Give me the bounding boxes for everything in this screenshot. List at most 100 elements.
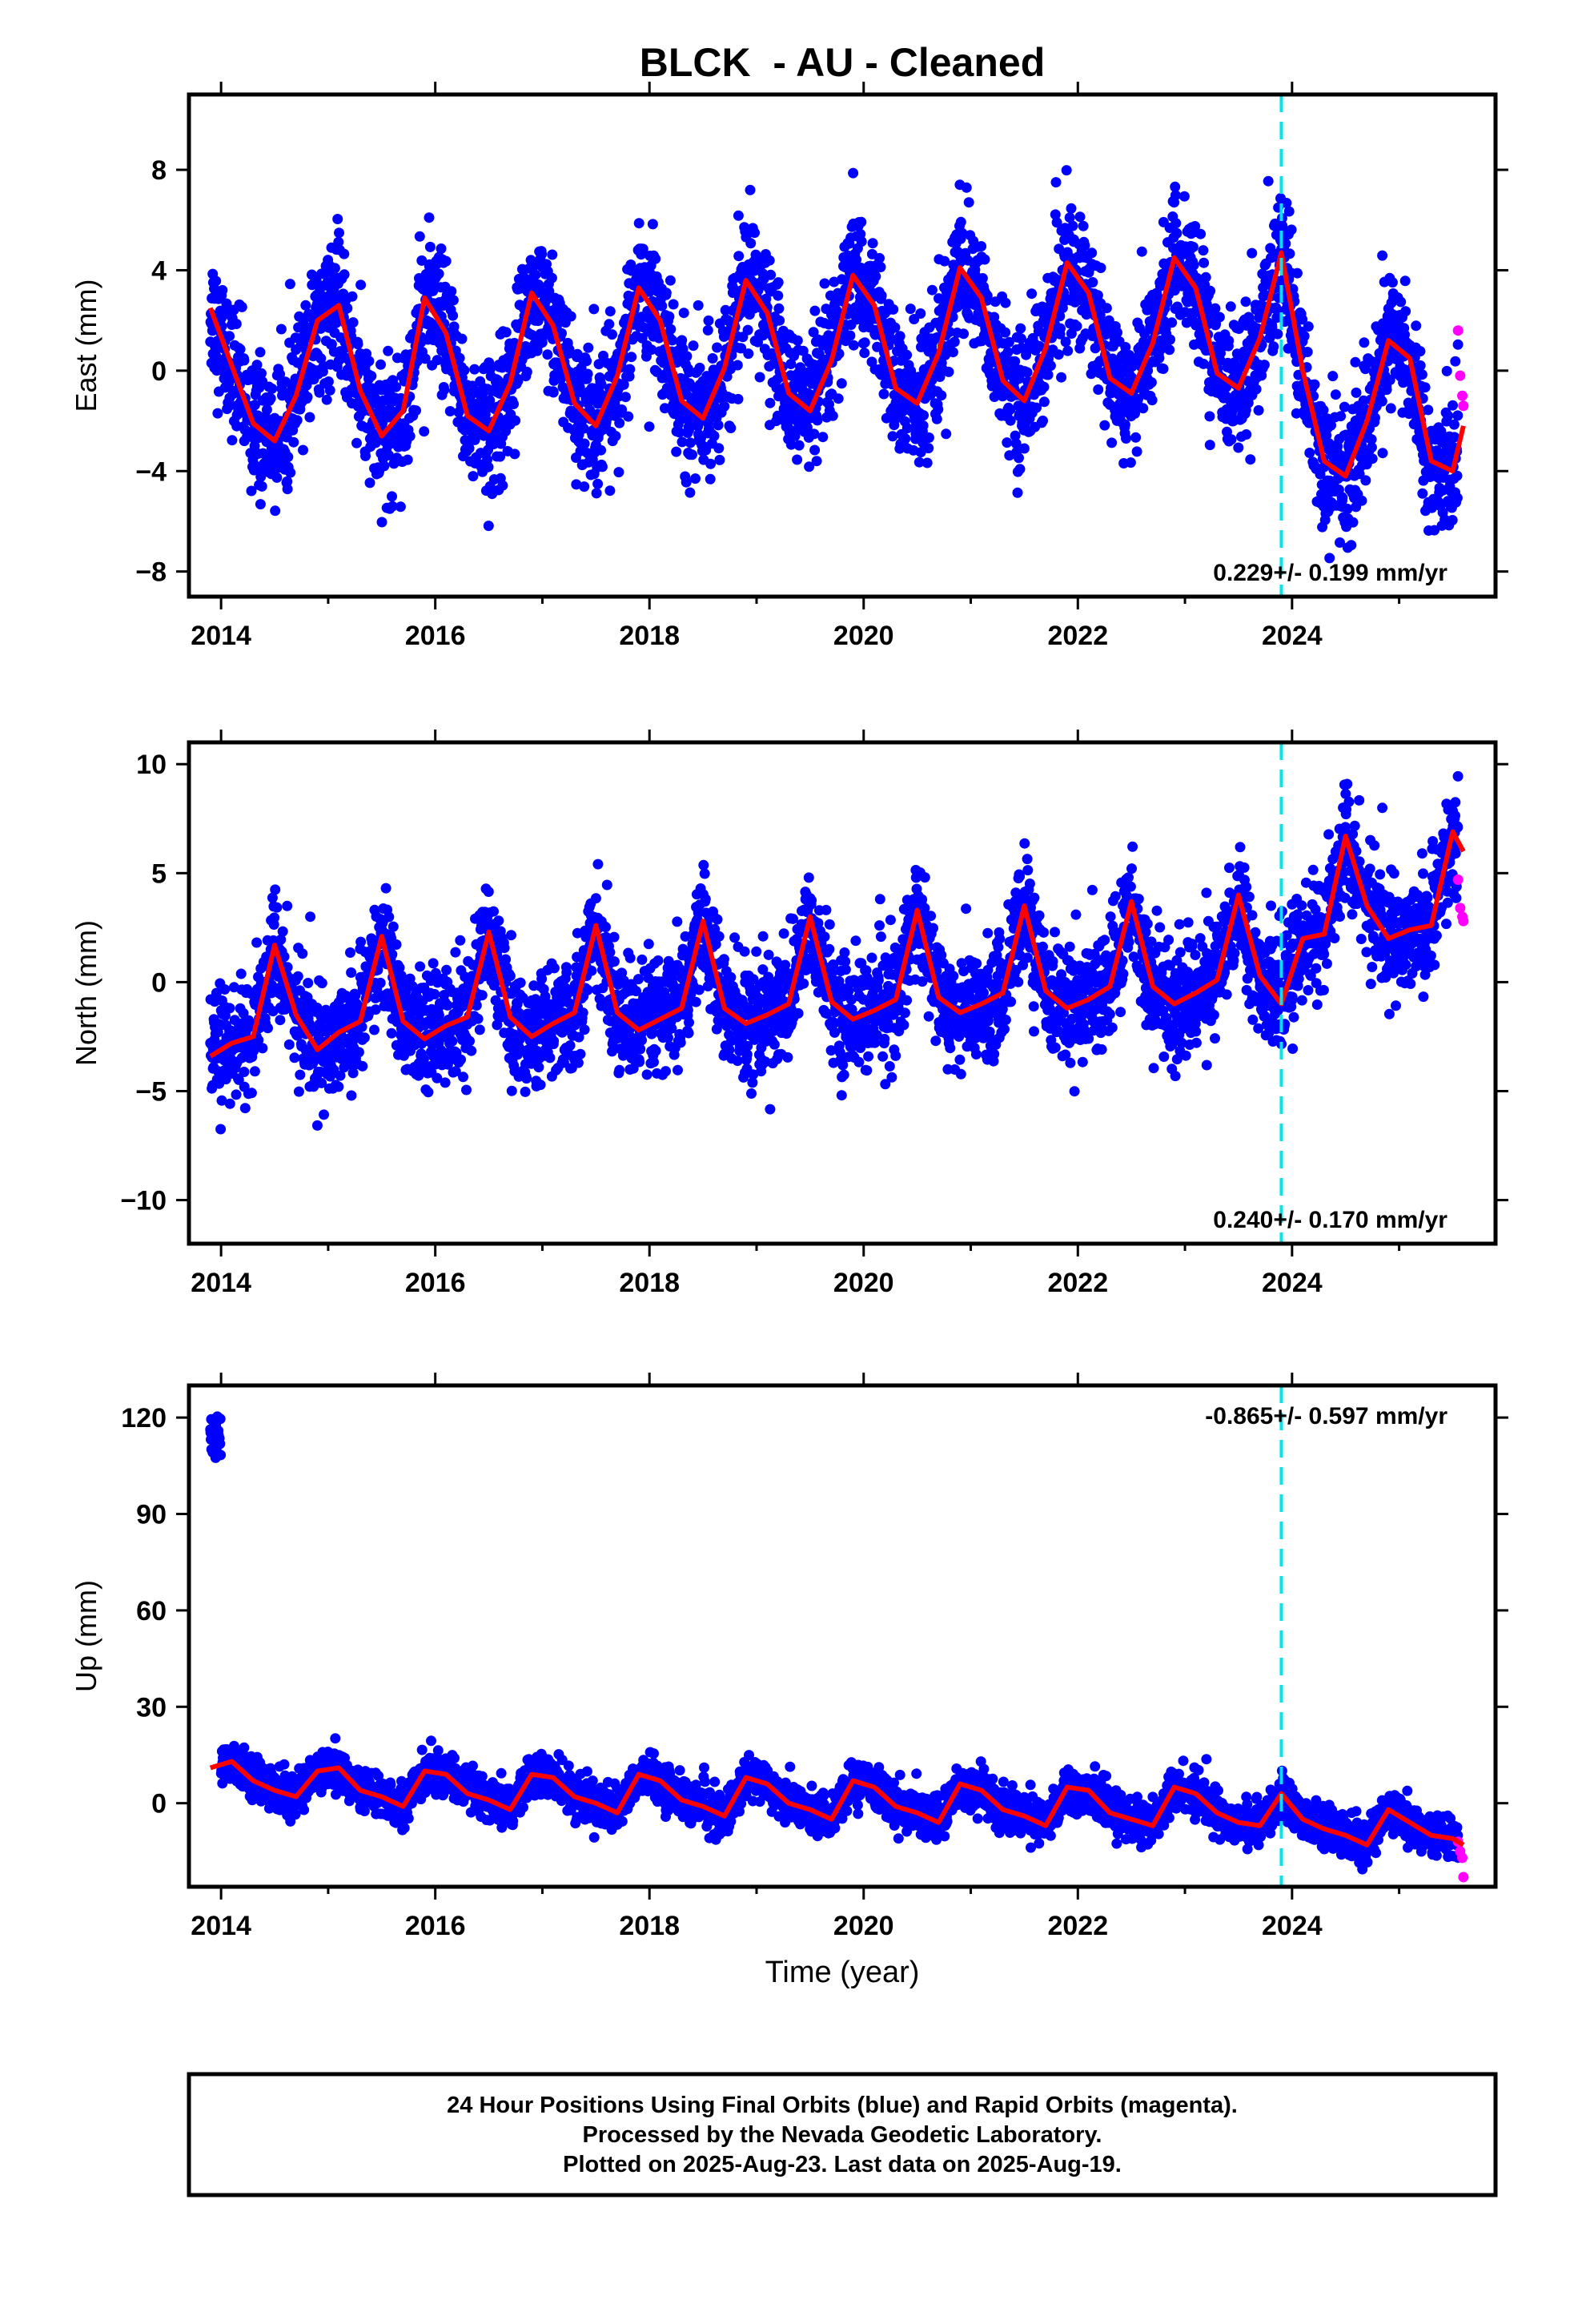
final-orbit-point xyxy=(1291,267,1303,279)
final-orbit-point xyxy=(548,387,559,398)
final-orbit-point xyxy=(423,1087,434,1098)
final-orbit-point xyxy=(1064,212,1075,223)
final-orbit-point xyxy=(856,216,867,227)
final-orbit-point xyxy=(939,255,950,267)
final-orbit-point xyxy=(429,989,440,999)
final-orbit-point xyxy=(745,238,757,249)
final-orbit-point xyxy=(263,1023,273,1034)
final-orbit-point xyxy=(1106,437,1118,448)
final-orbit-point xyxy=(436,243,447,254)
final-orbit-point xyxy=(1154,352,1165,364)
final-orbit-point xyxy=(239,355,250,366)
final-orbit-point xyxy=(1131,446,1142,457)
final-orbit-point xyxy=(688,340,699,352)
final-orbit-point xyxy=(685,487,696,498)
final-orbit-point xyxy=(249,1066,260,1077)
final-orbit-point xyxy=(1223,336,1235,346)
final-orbit-point xyxy=(1327,371,1339,382)
final-orbit-point xyxy=(288,436,299,448)
final-orbit-point xyxy=(870,271,881,282)
y-tick-label: −4 xyxy=(135,456,167,487)
final-orbit-point xyxy=(347,317,359,328)
final-orbit-point xyxy=(943,366,954,377)
final-orbit-point xyxy=(1012,487,1023,498)
final-orbit-point xyxy=(1050,177,1062,188)
final-orbit-point xyxy=(829,276,840,287)
final-orbit-point xyxy=(918,410,929,421)
final-orbit-point xyxy=(905,304,916,315)
final-orbit-point xyxy=(255,499,266,510)
final-orbit-point xyxy=(1448,419,1460,430)
final-orbit-point xyxy=(1192,273,1203,284)
final-orbit-point xyxy=(1199,257,1210,268)
final-orbit-point xyxy=(334,227,344,239)
final-orbit-point xyxy=(1443,410,1454,421)
final-orbit-point xyxy=(656,300,668,312)
final-orbit-point xyxy=(506,930,516,941)
final-orbit-point xyxy=(411,405,421,416)
final-orbit-point xyxy=(677,436,688,448)
final-orbit-point xyxy=(224,331,235,342)
plot-area xyxy=(205,770,1469,1135)
final-orbit-point xyxy=(319,1109,329,1120)
final-orbit-point xyxy=(1326,420,1336,431)
final-orbit-point xyxy=(391,381,402,392)
final-orbit-point xyxy=(671,446,682,457)
final-orbit-point xyxy=(546,272,557,283)
final-orbit-point xyxy=(461,1084,472,1096)
final-orbit-point xyxy=(917,420,929,431)
final-orbit-point xyxy=(1003,336,1014,348)
y-tick-label: 4 xyxy=(151,255,167,286)
final-orbit-point xyxy=(499,943,510,954)
final-orbit-point xyxy=(1038,396,1050,408)
final-orbit-point xyxy=(694,362,705,373)
final-orbit-point xyxy=(239,1103,251,1114)
final-orbit-point xyxy=(633,218,644,229)
final-orbit-point xyxy=(1170,190,1181,201)
final-orbit-point xyxy=(433,268,444,279)
rapid-orbit-point xyxy=(1458,400,1469,412)
final-orbit-point xyxy=(733,210,744,221)
final-orbit-point xyxy=(536,337,548,348)
final-orbit-point xyxy=(416,255,428,266)
final-orbit-point xyxy=(618,379,629,390)
final-orbit-point xyxy=(765,269,777,280)
final-orbit-point xyxy=(468,471,479,482)
final-orbit-point xyxy=(1381,384,1392,396)
final-orbit-point xyxy=(1229,357,1240,368)
final-orbit-point xyxy=(1119,419,1130,430)
final-orbit-point xyxy=(450,947,461,958)
final-orbit-point xyxy=(1241,429,1252,440)
final-orbit-point xyxy=(275,1015,286,1026)
final-orbit-point xyxy=(785,439,797,450)
final-orbit-point xyxy=(1054,311,1066,322)
final-orbit-point xyxy=(604,485,616,497)
final-orbit-point xyxy=(339,269,350,280)
final-orbit-point xyxy=(1367,453,1378,464)
final-orbit-point xyxy=(316,978,327,989)
final-orbit-point xyxy=(1411,320,1422,332)
final-orbit-point xyxy=(1303,321,1314,332)
final-orbit-point xyxy=(1112,327,1122,338)
final-orbit-point xyxy=(303,978,314,988)
final-orbit-point xyxy=(647,219,658,230)
final-orbit-point xyxy=(355,936,367,947)
final-orbit-point xyxy=(1200,271,1211,283)
final-orbit-point xyxy=(235,344,246,355)
final-orbit-point xyxy=(867,238,878,249)
rapid-orbit-point xyxy=(1455,370,1466,381)
final-orbit-point xyxy=(521,366,532,377)
final-orbit-point xyxy=(459,364,470,376)
final-orbit-point xyxy=(812,415,823,426)
final-orbit-point xyxy=(269,912,280,923)
final-orbit-point xyxy=(1281,198,1292,208)
final-orbit-point xyxy=(227,435,238,446)
final-orbit-point xyxy=(363,356,375,367)
final-orbit-point xyxy=(442,999,453,1011)
final-orbit-point xyxy=(1005,404,1016,415)
final-orbit-point xyxy=(836,378,847,389)
final-orbit-point xyxy=(681,476,692,488)
final-orbit-point xyxy=(934,372,946,382)
final-orbit-point xyxy=(464,1035,475,1047)
final-orbit-point xyxy=(859,337,870,348)
